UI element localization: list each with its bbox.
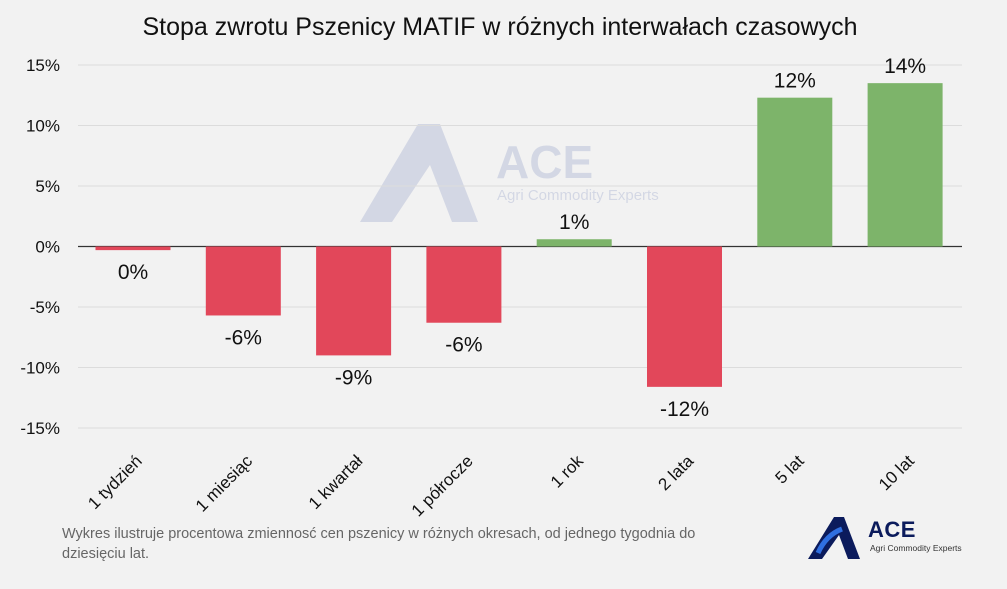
watermark: ACE Agri Commodity Experts <box>360 124 659 222</box>
x-tick-label: 2 lata <box>654 451 697 494</box>
y-tick-label: 0% <box>35 238 60 257</box>
y-tick-label: 10% <box>26 117 60 136</box>
bar <box>95 246 171 251</box>
bar-value-label: 1% <box>559 211 589 234</box>
watermark-name: ACE <box>496 136 593 188</box>
value-labels: 0% -6% -9% -6% 1% -12% 12% 14% <box>118 55 926 421</box>
bar <box>757 97 833 247</box>
bar <box>426 246 502 323</box>
bar-value-label: 14% <box>884 55 926 78</box>
bar-value-label: -6% <box>445 334 482 357</box>
chart-title: Stopa zwrotu Pszenicy MATIF w różnych in… <box>142 13 857 41</box>
ace-logo: ACE Agri Commodity Experts <box>806 515 976 561</box>
bar-value-label: 12% <box>774 70 816 93</box>
x-axis-labels: 1 tydzień 1 miesiąc 1 kwartał 1 półrocze 1 r… <box>84 451 918 520</box>
y-tick-label: -5% <box>30 298 60 317</box>
bar <box>205 246 281 316</box>
y-tick-label: -15% <box>20 419 60 438</box>
bar <box>316 246 392 356</box>
bars <box>95 83 943 387</box>
y-tick-label: 5% <box>35 177 60 196</box>
x-tick-label: 1 tydzień <box>84 451 146 513</box>
ace-logo-icon <box>808 517 860 559</box>
bar-value-label: -12% <box>660 398 709 421</box>
logo-name: ACE <box>868 517 916 542</box>
bar <box>867 83 943 247</box>
x-tick-label: 1 półrocze <box>408 451 477 520</box>
x-tick-label: 1 miesiąc <box>192 451 257 516</box>
y-tick-label: -10% <box>20 359 60 378</box>
bar-value-label: -9% <box>335 366 372 389</box>
bar-value-label: 0% <box>118 261 148 284</box>
chart-caption: Wykres ilustruje procentowa zmiennosć ce… <box>62 526 696 562</box>
x-tick-label: 5 lat <box>771 451 807 487</box>
x-tick-label: 1 kwartał <box>305 451 367 513</box>
bar-value-label: -6% <box>225 326 262 349</box>
bar <box>536 239 612 247</box>
x-tick-label: 1 rok <box>547 451 588 492</box>
y-tick-label: 15% <box>26 56 60 75</box>
logo-subtitle: Agri Commodity Experts <box>870 543 962 553</box>
x-tick-label: 10 lat <box>875 451 918 494</box>
bar <box>647 246 722 387</box>
y-axis-ticks: 15% 10% 5% 0% -5% -10% -15% <box>20 56 60 438</box>
watermark-subtitle: Agri Commodity Experts <box>497 187 659 204</box>
